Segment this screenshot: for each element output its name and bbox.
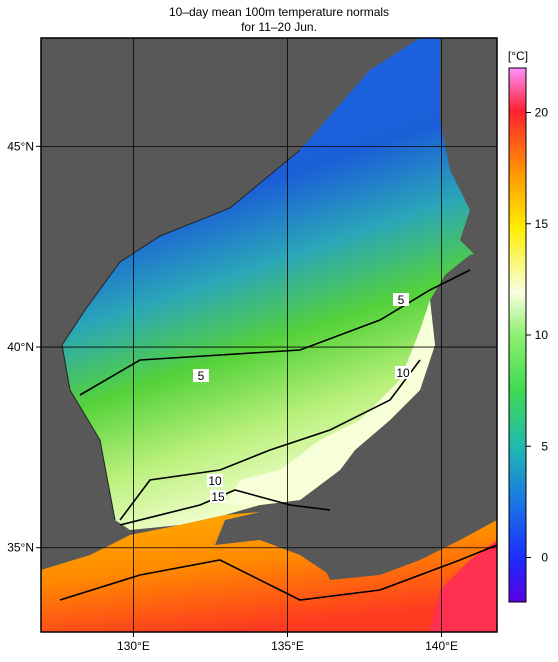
contour: [119, 489, 331, 526]
colorbar-tick-label: 10: [535, 328, 549, 342]
contour-label-bg: [193, 369, 209, 382]
contour-label: 5: [198, 369, 205, 383]
sakhalin-coast: [61, 149, 301, 521]
contour: [59, 544, 497, 601]
y-tick-label: 35°N: [7, 541, 34, 555]
title-line: for 11–20 Jun.: [241, 20, 317, 34]
contour-labels: 5 5 10 10 15: [193, 293, 411, 504]
honshu: [215, 250, 497, 575]
contour: [79, 269, 471, 396]
y-tick-label: 45°N: [7, 139, 34, 153]
x-tick-label: 135°E: [271, 639, 304, 653]
colorbar: [508, 67, 527, 603]
colorbar-tick-label: 15: [535, 217, 549, 231]
contour-label: 10: [396, 366, 410, 380]
contour-label: 10: [208, 474, 222, 488]
contour-label-bg: [207, 474, 223, 487]
axes: 130°E 135°E 140°E 35°N 40°N 45°N 0 5 10 15 20: [7, 106, 548, 654]
title-line: 10–day mean 100m temperature normals: [169, 5, 389, 19]
y-tick-label: 40°N: [7, 340, 34, 354]
warm-coastal-water: [225, 300, 435, 505]
colorbar-unit: [°C]: [508, 49, 528, 63]
contour-label-bg: [395, 366, 411, 379]
pacific-warm-core: [430, 540, 497, 632]
x-tick-label: 140°E: [425, 639, 458, 653]
contour-label: 5: [398, 293, 405, 307]
contour-label-bg: [393, 293, 409, 306]
grid: [41, 38, 497, 632]
colorbar-tick-label: 5: [541, 439, 548, 453]
map: 5 5 10 10 15: [41, 38, 497, 632]
pacific-and-strait: [41, 512, 497, 632]
contour: [119, 359, 421, 521]
x-tick-label: 130°E: [117, 639, 150, 653]
contour-label: 15: [211, 490, 225, 504]
colorbar-tick-label: 20: [535, 106, 549, 120]
contour-label-bg: [210, 490, 226, 503]
map-frame: [40, 37, 498, 633]
colorbar-tick-label: 0: [541, 551, 548, 565]
